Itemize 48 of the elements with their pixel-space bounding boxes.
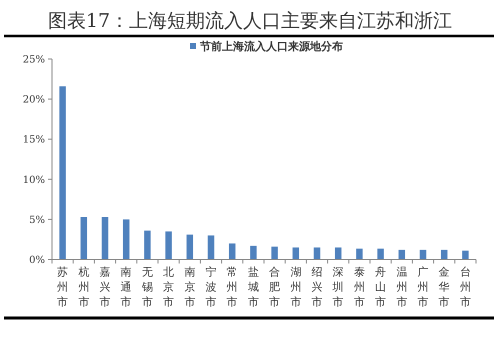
bar	[314, 247, 320, 260]
x-tick-label: 绍兴市	[312, 266, 322, 308]
bar	[462, 250, 469, 260]
bar	[144, 230, 151, 260]
x-tick-label: 嘉兴市	[100, 266, 110, 308]
bar	[228, 243, 236, 260]
x-tick-label: 常州市	[226, 266, 238, 308]
y-tick-label: 5%	[29, 214, 45, 226]
bar	[377, 248, 384, 260]
x-tick-label: 深圳市	[332, 266, 344, 308]
bar	[165, 231, 172, 260]
legend: 节前上海流入人口来源地分布	[190, 40, 343, 53]
bar	[250, 246, 257, 260]
y-tick-label: 25%	[22, 54, 45, 66]
bar	[122, 219, 130, 260]
bar	[440, 250, 448, 260]
x-tick-label: 合肥市	[269, 266, 280, 308]
x-tick-label: 广州市	[418, 266, 428, 308]
bar	[292, 247, 300, 260]
x-tick-label: 杭州市	[77, 266, 90, 308]
y-tick-label: 0%	[29, 255, 45, 266]
x-tick-label: 南通市	[120, 266, 132, 308]
bar	[80, 216, 88, 260]
x-tick-label: 南京市	[184, 266, 196, 308]
bar	[59, 86, 66, 260]
x-tick-label: 宁波市	[206, 266, 216, 308]
bar	[398, 250, 406, 260]
x-tick-label: 苏州市	[57, 266, 68, 308]
bar	[208, 235, 214, 260]
y-tick-label: 10%	[22, 174, 45, 186]
x-tick-label: 温州市	[396, 266, 408, 308]
chart-title: 图表17：上海短期流入人口主要来自江苏和浙江	[48, 10, 452, 32]
x-tick-label: 舟山市	[375, 266, 386, 308]
bar	[420, 250, 426, 260]
bar	[186, 234, 194, 260]
x-tick-label: 无锡市	[140, 266, 153, 308]
bar	[271, 246, 278, 260]
y-tick-label: 15%	[22, 134, 45, 146]
x-tick-label: 湖州市	[290, 266, 302, 308]
x-tick-label: 金华市	[438, 266, 450, 308]
bar	[334, 247, 342, 260]
bar	[102, 216, 108, 260]
bar	[356, 248, 363, 260]
x-tick-label: 北京市	[163, 266, 174, 308]
y-tick-label: 20%	[22, 94, 45, 106]
x-tick-label: 台州市	[460, 266, 471, 308]
x-tick-label: 盐城市	[246, 266, 259, 308]
x-tick-label: 泰州市	[354, 266, 365, 308]
